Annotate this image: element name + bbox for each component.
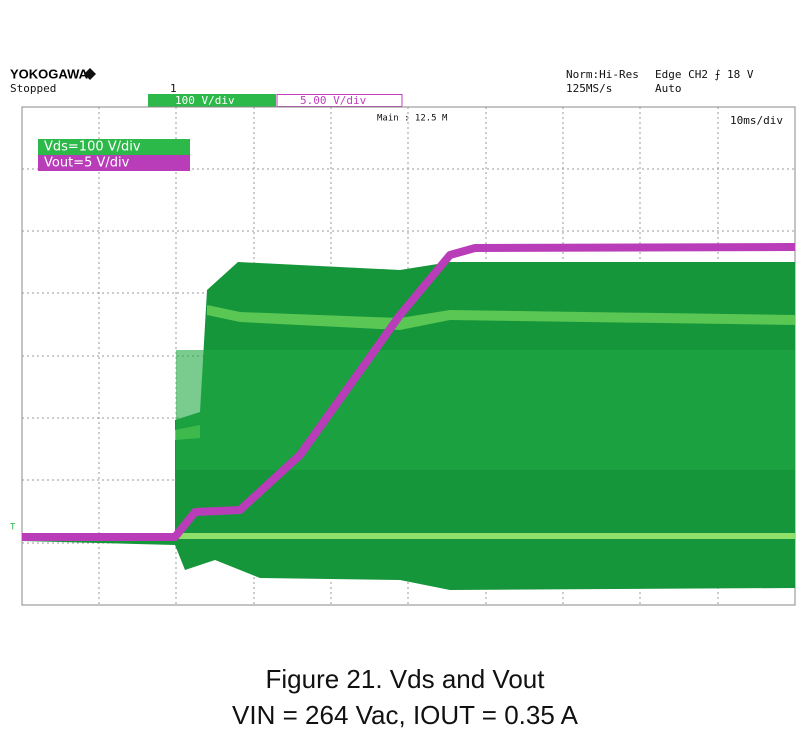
caption-conditions: VIN = 264 Vac, IOUT = 0.35 A (232, 700, 579, 730)
memory: Main : 12.5 M (377, 114, 448, 124)
legend-vout (38, 155, 190, 171)
brand-icon (84, 68, 96, 80)
legend-label: Vds=100 V/div (44, 140, 141, 155)
legend-label: Vout=5 V/div (44, 156, 130, 171)
acq-mode: Norm:Hi-Res (566, 68, 639, 81)
trigger-marker: 1 (170, 82, 177, 95)
sample-rate: 125MS/s (566, 82, 612, 95)
timebase: 10ms/div (730, 114, 783, 127)
legend-vds (38, 139, 190, 155)
vout-waveform (22, 243, 796, 541)
caption-title: Figure 21. Vds and Vout (266, 664, 546, 694)
ground-marker: T (10, 523, 16, 533)
trigger-mode: Auto (655, 82, 682, 95)
ch1-scale: 100 V/div (175, 94, 235, 107)
ch1-box (148, 94, 276, 107)
brand: YOKOGAWA (10, 66, 89, 81)
ch2-scale: 5.00 V/div (300, 94, 367, 107)
trigger: Edge CH2 ⨍ 18 V (655, 68, 754, 81)
status: Stopped (10, 82, 56, 95)
